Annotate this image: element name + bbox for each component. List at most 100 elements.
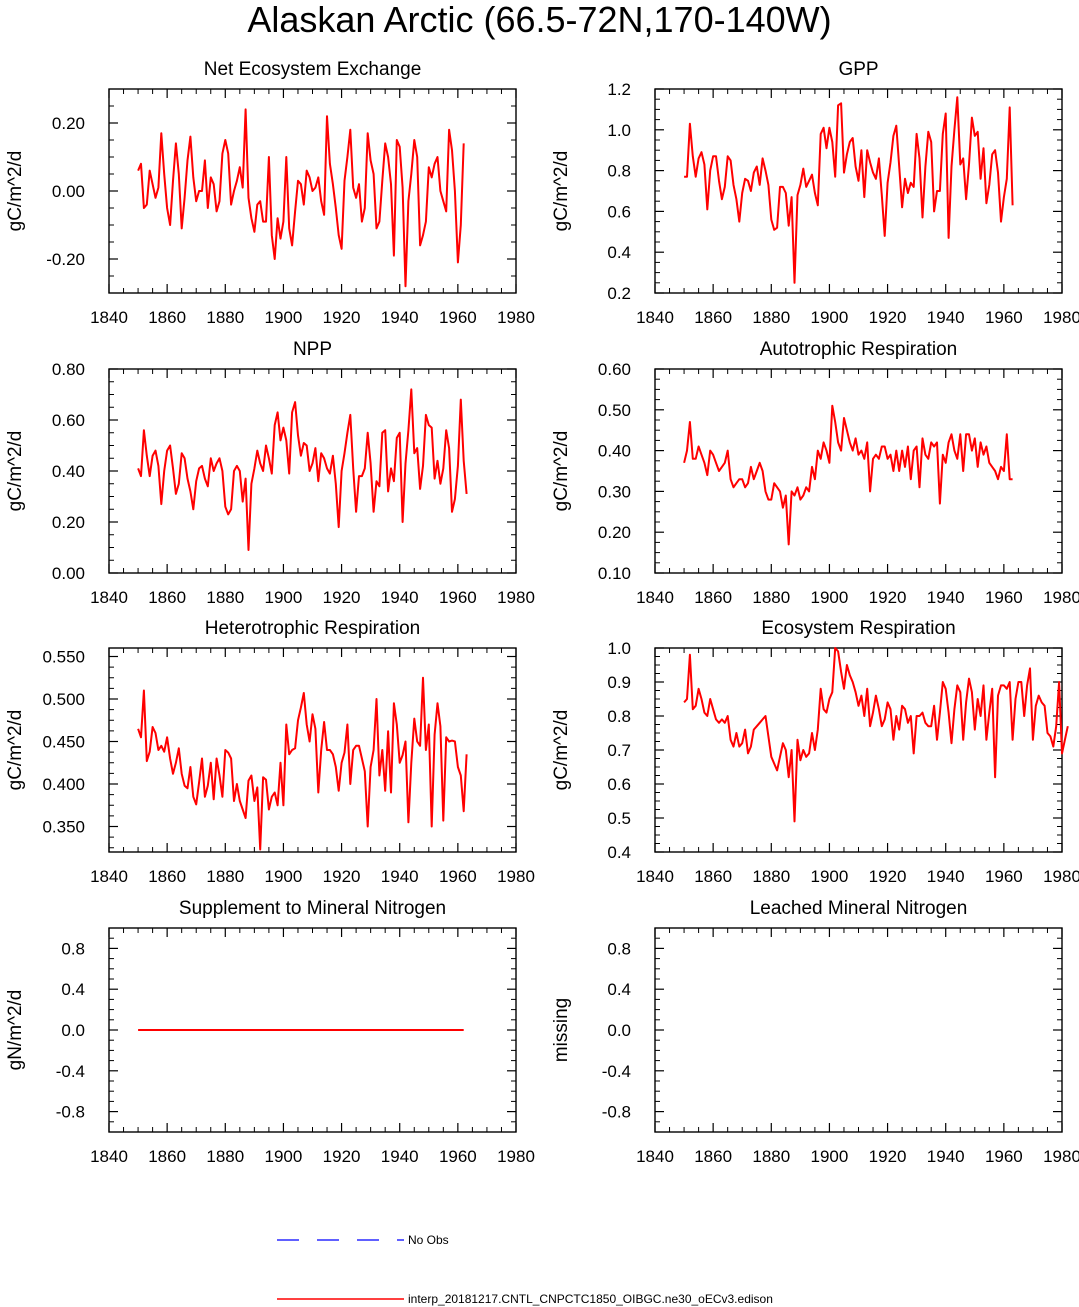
y-axis-label: gC/m^2/d [5,151,26,232]
y-tick-label: 0.80 [52,360,85,379]
y-tick-label: 0.4 [61,980,85,999]
chart-panel-2: 1840 1860 1880 1900 1920 1940 1960 1980 0.2 0.4 0.… [551,59,1079,327]
y-tick-label: 1.2 [607,80,631,99]
x-tick-label: 1960 [439,867,477,886]
x-tick-label: 1920 [869,308,907,327]
chart-panel-3: 1840 1860 1880 1900 1920 1940 1960 1980 0.00 0.20… [5,339,535,607]
series-line [684,96,1014,284]
x-tick-label: 1920 [869,867,907,886]
x-tick-label: 1980 [497,867,535,886]
y-tick-label: -0.8 [602,1103,631,1122]
y-tick-label: 0.0 [61,1021,85,1040]
x-tick-label: 1920 [323,308,361,327]
x-tick-label: 1840 [90,308,128,327]
x-tick-label: 1880 [752,867,790,886]
x-tick-label: 1920 [869,1147,907,1166]
y-tick-label: 0.450 [42,733,85,752]
y-tick-label: 0.30 [598,482,631,501]
x-tick-label: 1840 [90,1147,128,1166]
x-tick-label: 1900 [265,1147,303,1166]
y-tick-label: 0.40 [52,462,85,481]
x-tick-label: 1940 [381,867,419,886]
y-tick-label: 0.00 [52,182,85,201]
x-tick-label: 1980 [497,1147,535,1166]
x-tick-label: 1860 [148,588,186,607]
series-line [137,108,465,288]
y-tick-label: 0.8 [607,162,631,181]
x-tick-label: 1880 [752,588,790,607]
y-axis-label: gC/m^2/d [551,431,572,512]
y-tick-label: 0.40 [598,442,631,461]
x-tick-label: 1880 [206,308,244,327]
y-tick-label: 0.2 [607,284,631,303]
legend-model-label: interp_20181217.CNTL_CNPCTC1850_OIBGC.ne… [408,1292,773,1306]
y-axis-label: missing [551,998,572,1062]
y-tick-label: 0.10 [598,564,631,583]
chart-title: Net Ecosystem Exchange [204,59,422,80]
y-tick-label: 0.400 [42,775,85,794]
x-tick-label: 1920 [869,588,907,607]
x-tick-label: 1840 [636,588,674,607]
x-tick-label: 1900 [265,588,303,607]
x-tick-label: 1920 [323,588,361,607]
x-tick-label: 1900 [811,308,849,327]
x-tick-label: 1940 [927,867,965,886]
x-tick-label: 1840 [90,588,128,607]
y-tick-label: 0.6 [607,775,631,794]
x-tick-label: 1860 [148,1147,186,1166]
chart-panel-8: 1840 1860 1880 1900 1920 1940 1960 1980 -0.8 -0.4… [551,898,1079,1166]
y-tick-label: 0.500 [42,690,85,709]
y-tick-label: 0.4 [607,243,631,262]
y-tick-label: 0.8 [607,939,631,958]
x-tick-label: 1880 [206,867,244,886]
y-tick-label: 0.50 [598,401,631,420]
y-tick-label: 0.60 [598,360,631,379]
y-tick-label: 0.4 [607,980,631,999]
chart-title: Autotrophic Respiration [760,339,958,360]
y-tick-label: 1.0 [607,639,631,658]
y-tick-label: 0.60 [52,411,85,430]
x-tick-label: 1960 [439,308,477,327]
chart-panel-7: 1840 1860 1880 1900 1920 1940 1960 1980 -0.8 -0.4… [5,898,535,1166]
x-tick-label: 1960 [985,588,1023,607]
chart-panel-1: 1840 1860 1880 1900 1920 1940 1960 1980 -0.20 0.0… [5,59,535,327]
x-tick-label: 1980 [497,308,535,327]
x-tick-label: 1940 [381,308,419,327]
y-tick-label: 0.00 [52,564,85,583]
y-tick-label: 0.7 [607,741,631,760]
y-tick-label: -0.4 [602,1062,631,1081]
x-tick-label: 1900 [811,867,849,886]
y-tick-label: 0.20 [598,523,631,542]
x-tick-label: 1980 [1043,867,1079,886]
chart-title: Heterotrophic Respiration [205,618,420,639]
x-tick-label: 1980 [497,588,535,607]
x-tick-label: 1840 [636,1147,674,1166]
x-tick-label: 1880 [206,1147,244,1166]
y-tick-label: 1.0 [607,121,631,140]
y-tick-label: 0.20 [52,114,85,133]
x-tick-label: 1980 [1043,588,1079,607]
x-tick-label: 1900 [811,1147,849,1166]
x-tick-label: 1860 [694,1147,732,1166]
y-tick-label: -0.4 [56,1062,85,1081]
series-line [683,647,1069,823]
chart-title: Supplement to Mineral Nitrogen [179,898,446,919]
y-axis-label: gC/m^2/d [5,431,26,512]
series-line [683,404,1013,546]
x-tick-label: 1960 [985,1147,1023,1166]
x-tick-label: 1940 [927,308,965,327]
page-title: Alaskan Arctic (66.5-72N,170-140W) [247,0,832,40]
plot-frame [654,927,1063,1133]
chart-title: GPP [838,59,878,80]
x-tick-label: 1980 [1043,1147,1079,1166]
y-axis-label: gC/m^2/d [5,710,26,791]
y-tick-label: 0.550 [42,648,85,667]
y-tick-label: 0.350 [42,818,85,837]
x-tick-label: 1860 [148,867,186,886]
series-line [137,388,468,551]
x-tick-label: 1920 [323,1147,361,1166]
x-tick-label: 1860 [694,308,732,327]
x-tick-label: 1940 [927,1147,965,1166]
y-tick-label: 0.8 [61,939,85,958]
